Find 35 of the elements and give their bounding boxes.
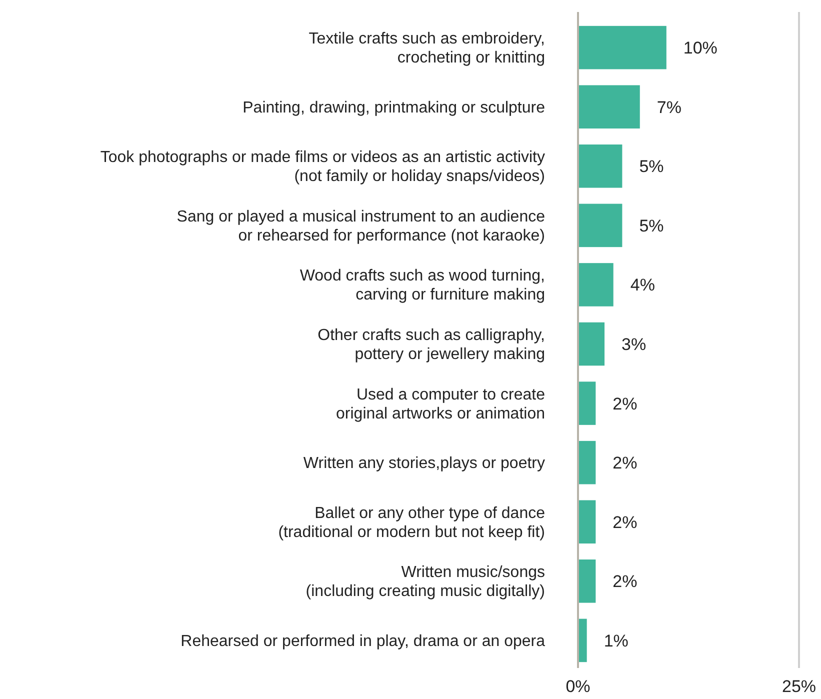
y-tick-label: Painting, drawing, printmaking or sculpture bbox=[242, 99, 546, 116]
data-label: 5% bbox=[639, 216, 664, 236]
data-label: 5% bbox=[639, 157, 664, 176]
x-tick-label: 25% bbox=[782, 677, 816, 696]
y-tick-label: Used a computer to create original artworks or animation bbox=[336, 386, 546, 422]
data-label: 2% bbox=[612, 394, 638, 414]
bar bbox=[578, 144, 622, 188]
bar bbox=[578, 204, 622, 248]
data-label: 1% bbox=[604, 631, 628, 650]
y-tick-label: Sang or played a musical instrument to an audience or rehearsed for performance (not karaoke) bbox=[176, 208, 546, 244]
data-label: 4% bbox=[630, 276, 655, 295]
y-tick-label: Written any stories,plays or poetry bbox=[303, 455, 545, 472]
y-tick-label: Other crafts such as calligraphy, pottery or jewellery making bbox=[318, 327, 545, 363]
bar bbox=[578, 263, 614, 306]
data-label: 3% bbox=[622, 335, 646, 354]
y-tick-label: Wood crafts such as wood turning, carving or furniture making bbox=[300, 268, 545, 304]
bar bbox=[578, 26, 666, 70]
bar bbox=[578, 440, 596, 484]
bar bbox=[578, 382, 596, 425]
bar bbox=[578, 322, 605, 366]
bar bbox=[578, 618, 587, 662]
data-label: 10% bbox=[683, 38, 718, 58]
data-label: 2% bbox=[612, 454, 638, 473]
y-tick-label: Ballet or any other type of dance (traditional or modern but not keep fit) bbox=[278, 504, 546, 541]
y-tick-label: Textile crafts such as embroidery, crocheting or knitting bbox=[308, 30, 545, 67]
y-tick-label: Written music/songs (including creating music digitally) bbox=[306, 564, 545, 600]
bar bbox=[578, 560, 596, 603]
bar bbox=[578, 500, 596, 544]
data-label: 2% bbox=[612, 512, 638, 532]
y-tick-label: Rehearsed or performed in play, drama or an opera bbox=[180, 632, 546, 650]
y-tick-label: Took photographs or made films or videos as an artistic activity (not family or holiday snaps/videos) bbox=[100, 149, 545, 186]
bar bbox=[578, 85, 640, 128]
data-label: 2% bbox=[612, 572, 638, 592]
x-tick-label: 0% bbox=[566, 677, 590, 696]
data-label: 7% bbox=[656, 98, 682, 117]
